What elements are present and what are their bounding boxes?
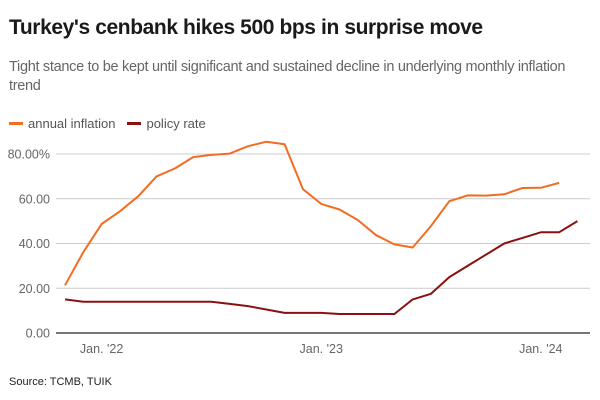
legend-label: annual inflation — [28, 116, 116, 131]
legend: annual inflation policy rate — [9, 116, 206, 131]
y-tick-label: 0.00 — [26, 327, 50, 341]
x-tick-label: Jan. '23 — [300, 342, 343, 356]
chart-subtitle: Tight stance to be kept until significan… — [9, 59, 566, 94]
legend-swatch — [9, 122, 23, 125]
x-tick-label: Jan. '22 — [80, 342, 123, 356]
series-line-policy-rate — [64, 220, 578, 315]
x-tick-label: Jan. '24 — [519, 342, 562, 356]
source-note: Source: TCMB, TUIK — [9, 376, 112, 388]
legend-label: policy rate — [146, 116, 206, 131]
y-tick-label: 40.00 — [19, 237, 50, 251]
chart-title: Turkey's cenbank hikes 500 bps in surpri… — [9, 16, 483, 39]
y-tick-label: 20.00 — [19, 282, 50, 296]
legend-item-inflation: annual inflation — [9, 116, 115, 131]
series-line-annual-inflation — [64, 140, 560, 286]
y-tick-label: 60.00 — [19, 192, 50, 206]
legend-item-policy-rate: policy rate — [127, 116, 206, 131]
legend-swatch — [127, 122, 142, 125]
y-tick-label: 80.00% — [8, 148, 50, 162]
